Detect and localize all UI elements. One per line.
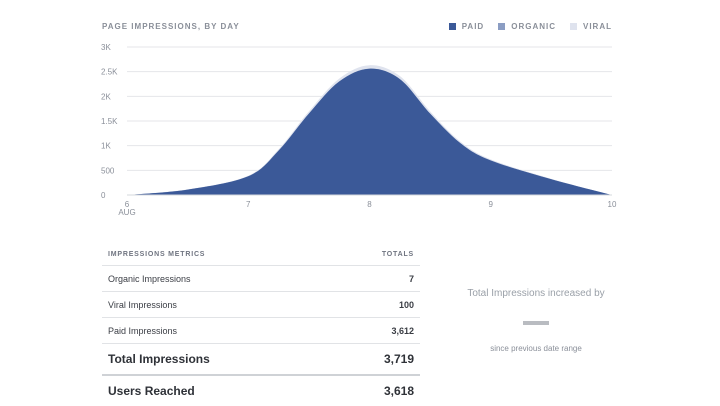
- legend-swatch-organic: [498, 23, 506, 30]
- table-row-users-reached: Users Reached 3,618: [102, 376, 420, 406]
- table-row-total-impressions: Total Impressions 3,719: [102, 344, 420, 376]
- table-row-viral: Viral Impressions 100: [102, 292, 420, 318]
- y-tick-label: 2.5K: [101, 68, 118, 77]
- y-tick-label: 1K: [101, 142, 111, 151]
- table-row-organic: Organic Impressions 7: [102, 266, 420, 292]
- area-series-paid: [127, 68, 612, 195]
- y-tick-label: 3K: [101, 43, 111, 52]
- y-tick-label: 2K: [101, 92, 111, 101]
- legend-swatch-viral: [570, 23, 577, 30]
- legend-item-paid[interactable]: PAID: [448, 22, 485, 31]
- x-tick-label: 8: [367, 200, 372, 209]
- x-tick-label: 10: [608, 200, 617, 209]
- chart-title: PAGE IMPRESSIONS, BY DAY: [102, 22, 240, 31]
- summary-headline: Total Impressions increased by: [467, 288, 605, 299]
- chart-legend: PAID ORGANIC VIRAL: [448, 22, 612, 31]
- impressions-area-chart: 0 500 1K 1.5K 2K 2.5K 3K 6 7 8 9 10 AUG: [101, 43, 617, 217]
- x-tick-label: 6: [125, 200, 130, 209]
- y-tick-label: 1.5K: [101, 117, 118, 126]
- total-value: 3,719: [383, 352, 414, 366]
- reach-label: Users Reached: [108, 384, 195, 398]
- table-row-paid: Paid Impressions 3,612: [102, 318, 420, 344]
- metrics-header-totals: TOTALS: [381, 250, 414, 258]
- y-tick-label: 500: [101, 166, 115, 175]
- change-placeholder-dash: [523, 321, 549, 325]
- summary-subtext: since previous date range: [490, 344, 582, 353]
- legend-label-organic: ORGANIC: [511, 22, 556, 31]
- metrics-header: IMPRESSIONS METRICS TOTALS: [102, 243, 420, 266]
- x-tick-month-label: AUG: [118, 208, 135, 217]
- reach-value: 3,618: [383, 384, 414, 398]
- metrics-header-label: IMPRESSIONS METRICS: [108, 250, 206, 258]
- change-summary: Total Impressions increased by since pre…: [450, 288, 622, 353]
- x-tick-label: 9: [489, 200, 494, 209]
- y-tick-label: 0: [101, 191, 106, 200]
- row-label: Organic Impressions: [108, 273, 191, 284]
- legend-label-paid: PAID: [461, 22, 485, 31]
- row-value: 100: [398, 299, 414, 310]
- row-value: 7: [408, 273, 414, 284]
- row-label: Paid Impressions: [108, 325, 178, 336]
- row-label: Viral Impressions: [108, 299, 177, 310]
- total-label: Total Impressions: [108, 352, 210, 366]
- legend-label-viral: VIRAL: [583, 22, 612, 31]
- impressions-metrics-table: IMPRESSIONS METRICS TOTALS Organic Impre…: [102, 243, 420, 406]
- x-tick-label: 7: [246, 200, 251, 209]
- legend-item-organic[interactable]: ORGANIC: [498, 22, 556, 31]
- legend-item-viral[interactable]: VIRAL: [570, 22, 612, 31]
- row-value: 3,612: [391, 325, 414, 336]
- legend-swatch-paid: [448, 23, 456, 30]
